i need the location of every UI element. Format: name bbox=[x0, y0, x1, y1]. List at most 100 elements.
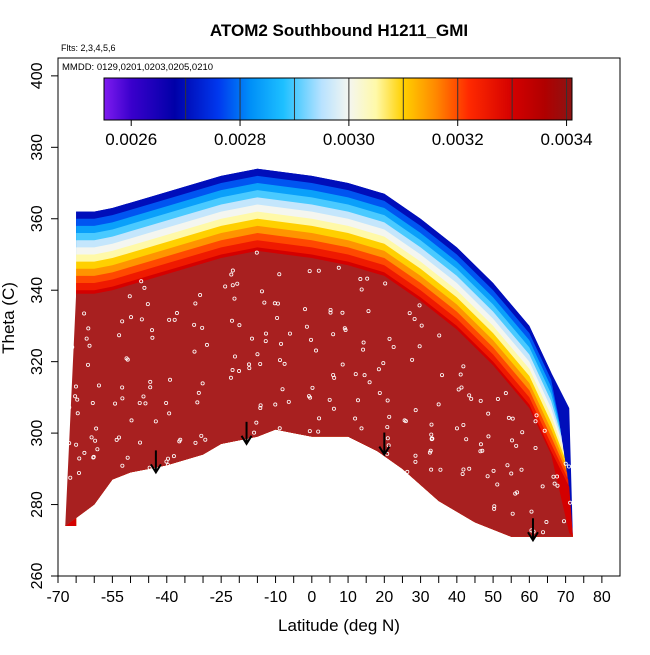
sample-point bbox=[168, 377, 173, 382]
colorbar-tick-label: 0.0026 bbox=[105, 130, 157, 149]
sample-point bbox=[67, 405, 72, 410]
y-axis-label: Theta (C) bbox=[0, 282, 18, 354]
sample-point bbox=[73, 394, 78, 399]
sample-point bbox=[195, 400, 200, 405]
sample-point bbox=[376, 367, 381, 372]
sample-point bbox=[150, 328, 155, 333]
sample-point bbox=[336, 265, 341, 270]
sample-point bbox=[387, 336, 392, 341]
sample-point bbox=[167, 411, 172, 416]
sample-point bbox=[273, 402, 278, 407]
sample-point bbox=[534, 413, 539, 418]
sample-point bbox=[143, 401, 148, 406]
sample-point bbox=[485, 474, 490, 479]
sample-point bbox=[361, 347, 366, 352]
colorbar-tick-label: 0.0030 bbox=[323, 130, 375, 149]
sample-point bbox=[84, 336, 89, 341]
sample-point bbox=[551, 474, 556, 479]
sample-point bbox=[542, 428, 547, 433]
arrow-head bbox=[378, 446, 391, 457]
sample-point bbox=[413, 459, 418, 464]
axes: -70 -55 -40 -25 -10 0 10 20 30 40 50 60 70 80 260 280 30… bbox=[29, 57, 621, 606]
sample-point bbox=[566, 464, 571, 469]
sample-point bbox=[307, 429, 312, 434]
sample-point bbox=[91, 454, 96, 459]
sample-point bbox=[410, 357, 415, 362]
sample-point bbox=[456, 387, 461, 392]
arrow-head bbox=[240, 435, 253, 446]
sample-point bbox=[237, 323, 242, 328]
sample-point bbox=[385, 398, 390, 403]
sample-point bbox=[385, 436, 390, 441]
x-tick-label: -70 bbox=[46, 589, 69, 606]
sample-point bbox=[120, 385, 125, 390]
sample-point bbox=[277, 426, 282, 431]
sample-point bbox=[437, 333, 442, 338]
sample-point bbox=[172, 317, 177, 322]
sample-point bbox=[331, 406, 336, 411]
sample-point bbox=[505, 463, 510, 468]
x-tick-label: -10 bbox=[264, 589, 287, 606]
sample-point bbox=[165, 463, 170, 468]
sample-point bbox=[309, 337, 314, 342]
x-tick-label: 50 bbox=[484, 589, 502, 606]
sample-point bbox=[331, 332, 336, 337]
sample-point bbox=[506, 415, 511, 420]
sample-point bbox=[407, 311, 412, 316]
sample-point bbox=[138, 440, 143, 445]
sample-point bbox=[203, 437, 208, 442]
sample-point bbox=[552, 481, 557, 486]
x-tick-label: -55 bbox=[101, 589, 124, 606]
sample-point bbox=[358, 277, 363, 282]
sample-point bbox=[412, 316, 417, 321]
sample-point bbox=[366, 309, 371, 314]
sample-point bbox=[255, 352, 260, 357]
y-tick-label: 340 bbox=[29, 277, 46, 304]
sample-point bbox=[306, 394, 311, 399]
tropopause-arrows bbox=[150, 421, 539, 543]
sample-point bbox=[249, 336, 254, 341]
sample-point bbox=[230, 283, 235, 288]
x-tick-label: -40 bbox=[155, 589, 178, 606]
sample-point bbox=[469, 396, 474, 401]
arrow-head bbox=[527, 531, 539, 543]
sample-point bbox=[458, 372, 463, 377]
sample-point bbox=[235, 281, 240, 286]
sample-point bbox=[120, 396, 125, 401]
sample-point bbox=[145, 302, 150, 307]
sample-point bbox=[164, 400, 169, 405]
sample-point bbox=[166, 456, 171, 461]
sample-point bbox=[230, 268, 235, 273]
sample-point bbox=[467, 393, 472, 398]
sample-point bbox=[509, 471, 514, 476]
sample-point bbox=[259, 289, 264, 294]
sample-point bbox=[263, 339, 268, 344]
sample-point bbox=[86, 326, 91, 331]
x-tick-label: 70 bbox=[557, 589, 575, 606]
sample-point bbox=[228, 375, 233, 380]
sample-point bbox=[66, 327, 71, 332]
sample-point bbox=[417, 303, 422, 308]
sample-point bbox=[478, 449, 483, 454]
arrow-head bbox=[150, 463, 162, 475]
sample-point bbox=[258, 406, 263, 411]
sample-point bbox=[563, 461, 568, 466]
sample-point bbox=[200, 381, 205, 386]
sample-point bbox=[82, 311, 87, 316]
sample-point bbox=[486, 411, 491, 416]
sample-point bbox=[327, 397, 332, 402]
sample-point bbox=[541, 530, 546, 535]
sample-point bbox=[510, 438, 515, 443]
sample-point bbox=[74, 442, 79, 447]
sample-point bbox=[254, 250, 259, 255]
x-tick-label: 0 bbox=[307, 589, 316, 606]
sample-point bbox=[90, 401, 95, 406]
sample-point bbox=[82, 450, 87, 455]
sample-point bbox=[137, 400, 142, 405]
sample-point bbox=[272, 301, 277, 306]
sample-point bbox=[76, 471, 81, 476]
sample-point bbox=[544, 520, 549, 525]
sample-point bbox=[117, 333, 122, 338]
